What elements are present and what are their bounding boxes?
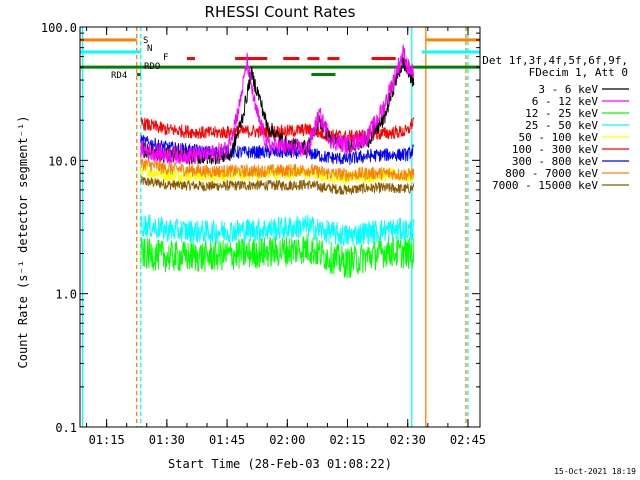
legend-entry-label: 25 - 50 keV [525,119,598,132]
x-tick-label: 01:45 [209,433,245,447]
flag-label-rd4: RD4 [111,71,127,81]
chart-title: RHESSI Count Rates [205,3,356,21]
series-line [140,116,415,144]
legend: Det 1f,3f,4f,5f,6f,9f,FDecim 1, Att 0 3 -… [482,54,629,192]
legend-entry-label: 100 - 300 keV [512,143,598,156]
flag-label-rdo: RDO [144,62,160,72]
legend-entry-label: 3 - 6 keV [538,83,598,96]
y-tick-label: 100.0 [41,21,77,35]
footer-timestamp: 15-Oct-2021 18:19 [554,467,636,476]
y-tick-label: 0.1 [55,421,77,435]
legend-entry-label: 50 - 100 keV [519,131,599,144]
series-line [140,233,415,279]
legend-entry-label: 6 - 12 keV [532,95,599,108]
flag-label-f: F [163,53,168,63]
x-tick-label: 02:45 [450,433,486,447]
legend-header-line: Det 1f,3f,4f,5f,6f,9f, [482,54,628,67]
legend-entry-label: 7000 - 15000 keV [492,179,598,192]
y-axis-label: Count Rate (s⁻¹ detector segment⁻¹) [16,116,30,369]
x-tick-label: 02:30 [390,433,426,447]
plot-frame [79,26,481,428]
flag-label-n: N [147,44,152,54]
legend-entry-label: 800 - 7000 keV [505,167,598,180]
series-line [140,156,415,182]
x-tick-label: 02:15 [329,433,365,447]
y-tick-label: 10.0 [48,154,77,168]
series-line [140,175,415,196]
legend-header-line: FDecim 1, Att 0 [529,66,628,79]
flag-label-s: S [143,36,148,46]
series-line [140,56,415,166]
x-tick-label: 01:30 [149,433,185,447]
series-line [140,44,415,165]
legend-entry-label: 300 - 800 keV [512,155,598,168]
legend-entry-label: 12 - 25 keV [525,107,598,120]
series-line [140,214,415,247]
x-tick-label: 02:00 [269,433,305,447]
x-tick-label: 01:15 [89,433,125,447]
y-tick-label: 1.0 [55,288,77,302]
x-axis-label: Start Time (28-Feb-03 01:08:22) [168,457,392,471]
